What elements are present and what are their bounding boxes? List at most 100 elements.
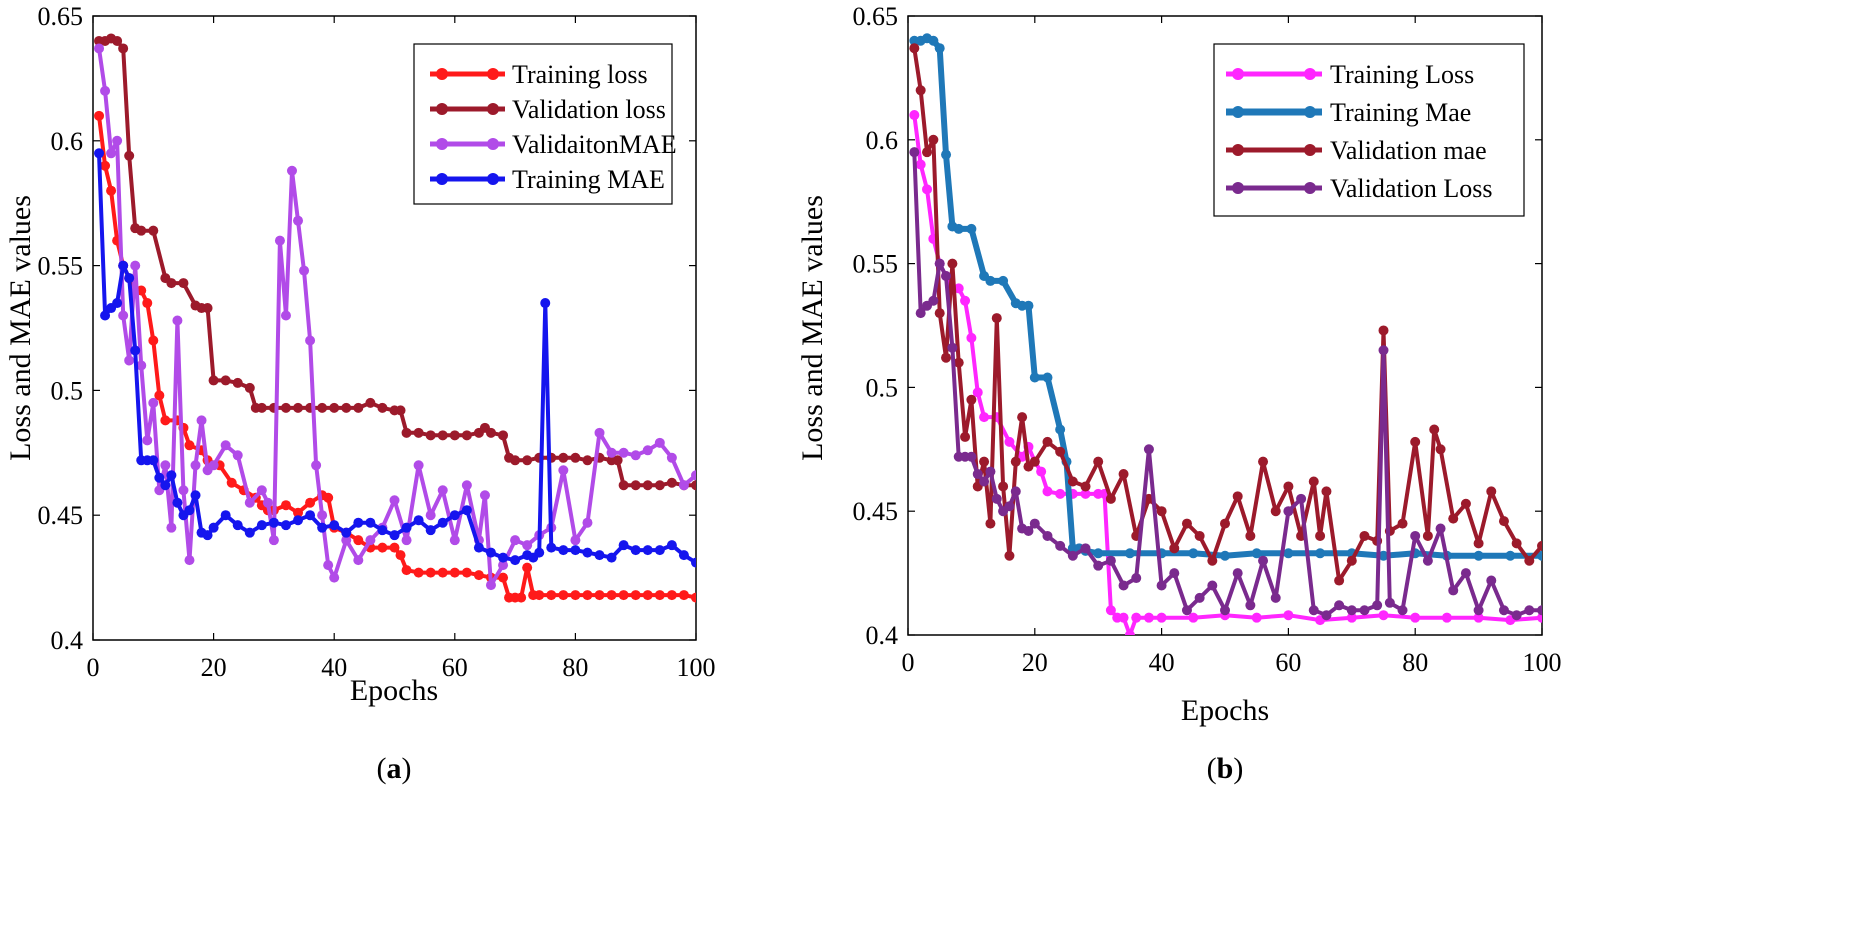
data-point [449, 535, 460, 546]
data-point [130, 345, 141, 356]
data-point [1429, 424, 1440, 435]
legend-swatch-marker [1232, 144, 1244, 156]
data-point [1010, 486, 1021, 497]
data-point [510, 455, 521, 466]
data-point [1023, 526, 1034, 537]
data-point [582, 590, 593, 601]
data-point [311, 460, 322, 471]
data-point [401, 427, 412, 438]
data-point [425, 525, 436, 536]
data-point [353, 402, 364, 413]
data-point [915, 85, 926, 96]
legend-swatch-marker [487, 173, 499, 185]
data-point [1270, 592, 1281, 603]
data-point [1220, 518, 1230, 529]
x-axis-label: Epochs [350, 674, 438, 707]
data-point [100, 85, 111, 96]
data-point [136, 360, 147, 371]
data-point [184, 440, 195, 451]
data-point [654, 590, 665, 601]
data-point [998, 481, 1009, 492]
data-point [1270, 506, 1281, 517]
data-point [286, 165, 297, 176]
data-point [985, 518, 996, 529]
data-point [317, 510, 328, 521]
data-point [329, 520, 340, 531]
data-point [966, 332, 977, 343]
data-point [365, 397, 376, 408]
data-point [915, 308, 926, 319]
data-point [618, 590, 629, 601]
data-point [1067, 550, 1078, 561]
x-tick-label: 80 [562, 653, 588, 682]
data-point [389, 542, 400, 553]
data-point [1422, 530, 1433, 541]
data-point [437, 485, 448, 496]
data-point [691, 557, 696, 568]
data-point [666, 590, 677, 601]
data-point [154, 472, 165, 483]
data-point [142, 435, 153, 446]
data-point [262, 497, 273, 508]
data-point [618, 540, 629, 551]
data-point [1023, 300, 1034, 311]
data-point [1321, 486, 1332, 497]
data-point [510, 555, 521, 566]
data-point [160, 480, 171, 491]
data-point [998, 275, 1009, 286]
data-point [1156, 612, 1167, 623]
legend-swatch-marker [436, 68, 448, 80]
data-point [1473, 605, 1484, 616]
data-point [947, 258, 958, 269]
data-point [485, 427, 496, 438]
data-point [220, 440, 231, 451]
y-tick-label: 0.55 [38, 252, 84, 281]
data-point [100, 310, 111, 321]
data-point [642, 480, 653, 491]
data-point [160, 415, 171, 426]
data-point [947, 342, 958, 353]
data-point [280, 402, 291, 413]
data-point [558, 590, 569, 601]
data-point [341, 535, 352, 546]
data-point [966, 451, 977, 462]
data-point [244, 382, 255, 393]
panel-label: (a) [377, 752, 412, 785]
data-point [1207, 580, 1218, 591]
data-point [293, 515, 304, 526]
data-point [1308, 605, 1319, 616]
data-point [1029, 372, 1040, 383]
data-point [630, 480, 641, 491]
data-point [546, 542, 557, 553]
data-point [1067, 476, 1078, 487]
data-point [1169, 568, 1180, 579]
data-point [1124, 548, 1135, 559]
data-point [280, 310, 291, 321]
data-point [1251, 548, 1262, 559]
data-point [184, 505, 195, 516]
data-point [1378, 345, 1389, 356]
data-point [220, 510, 231, 521]
x-tick-label: 80 [1402, 648, 1428, 677]
data-point [1346, 612, 1357, 623]
data-point [1296, 493, 1307, 504]
data-point [1511, 538, 1522, 549]
data-point [582, 517, 593, 528]
series-line-training-loss [97, 115, 696, 600]
data-point [274, 235, 285, 246]
data-point [1017, 412, 1028, 423]
data-point [966, 223, 977, 234]
data-point [461, 480, 472, 491]
data-point [118, 260, 129, 271]
x-tick-label: 20 [1022, 648, 1048, 677]
data-point [377, 542, 388, 553]
data-point [594, 550, 605, 561]
legend-swatch-marker [1304, 144, 1316, 156]
data-point [666, 452, 677, 463]
data-point [1283, 610, 1294, 621]
legend-entry-label: Validation mae [1330, 136, 1487, 165]
data-point [934, 43, 945, 54]
y-tick-label: 0.45 [853, 497, 899, 526]
data-point [1042, 530, 1053, 541]
data-point [473, 570, 484, 581]
